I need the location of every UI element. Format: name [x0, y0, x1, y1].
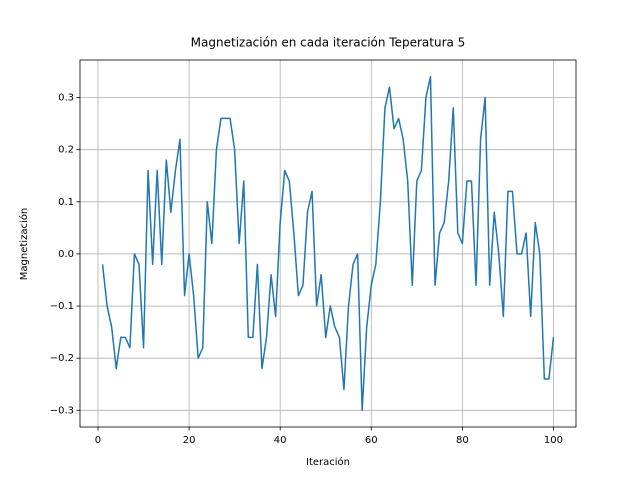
- x-tick-label: 80: [456, 435, 469, 446]
- y-tick-label: −0.2: [50, 353, 74, 364]
- x-tick-label: 100: [544, 435, 563, 446]
- y-tick-label: −0.1: [50, 301, 74, 312]
- x-tick-label: 40: [274, 435, 287, 446]
- x-axis-label: Iteración: [306, 456, 350, 468]
- y-tick-label: 0.3: [58, 93, 74, 104]
- y-tick-label: 0.2: [58, 145, 74, 156]
- y-axis-label: Magnetización: [18, 208, 30, 280]
- x-tick-label: 20: [183, 435, 196, 446]
- x-tick-label: 60: [365, 435, 378, 446]
- plot-frame: [79, 59, 577, 428]
- chart-title: Magnetización en cada iteración Teperatu…: [191, 36, 466, 50]
- x-tick-label: 0: [95, 435, 101, 446]
- y-tick-label: 0.0: [58, 249, 74, 260]
- data-line: [101, 75, 555, 412]
- y-tick-label: −0.3: [50, 405, 74, 416]
- y-tick-label: 0.1: [58, 197, 74, 208]
